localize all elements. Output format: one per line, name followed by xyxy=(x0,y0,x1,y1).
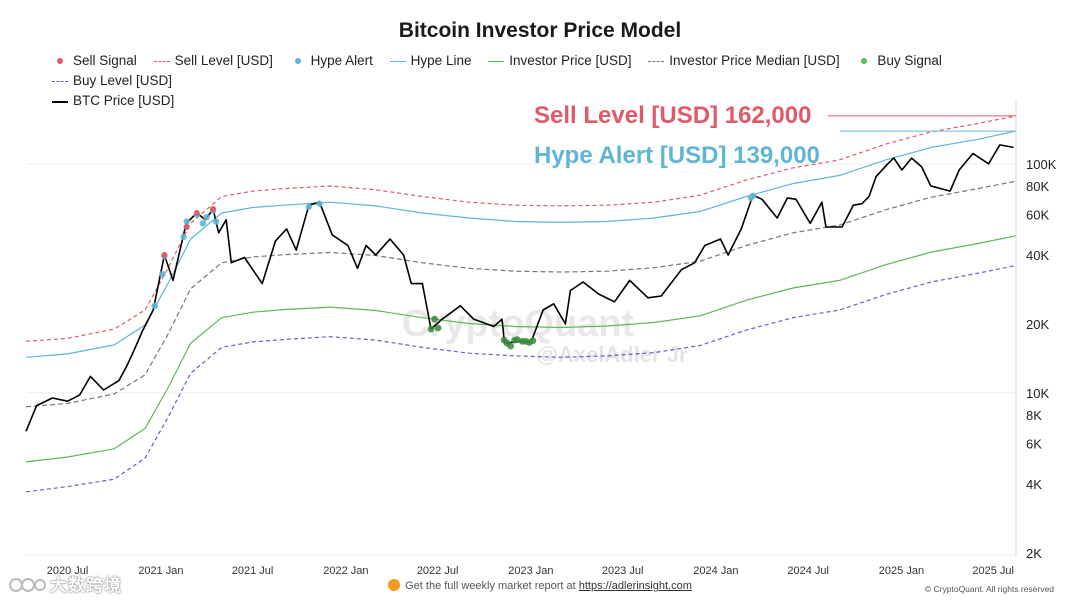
legend: Sell Signal Sell Level [USD] Hype Alert … xyxy=(52,52,1062,112)
annotation-label: Hype Alert [USD] 139,000 xyxy=(534,142,820,169)
chart-title: Bitcoin Investor Price Model xyxy=(398,19,682,42)
buy-signal-point xyxy=(431,315,438,323)
series-line-hype xyxy=(25,130,1017,358)
x-tick-label: 2023 Jan xyxy=(508,565,553,577)
brand-logo-icon xyxy=(9,578,46,592)
legend-item-sell-signal[interactable]: Sell Signal xyxy=(52,52,137,70)
buy-signal-point xyxy=(507,342,515,350)
hype-alert-point xyxy=(305,203,313,210)
legend-btc-price-marker xyxy=(52,95,68,107)
sell-signal-point xyxy=(183,224,190,231)
buy-signal-point xyxy=(427,325,435,333)
hype-alert-point xyxy=(151,302,158,310)
series-line-median xyxy=(25,180,1017,408)
y-tick-label: 80K xyxy=(1026,179,1049,194)
buy-signal-point xyxy=(529,337,537,345)
series-line-buy xyxy=(25,264,1017,493)
legend-sell-signal-label: Sell Signal xyxy=(73,53,137,68)
annotation-layer: Sell Level [USD] 162,000 Hype Alert [USD]… xyxy=(534,102,1016,169)
legend-hype-line-label: Hype Line xyxy=(410,53,472,68)
y-tick-label: 8K xyxy=(1026,408,1042,423)
hype-alert-point xyxy=(316,200,323,207)
legend-item-buy-signal[interactable]: Buy Signal xyxy=(856,52,942,70)
legend-buy-signal-label: Buy Signal xyxy=(877,53,942,68)
markers-layer xyxy=(151,192,757,350)
x-tick-label: 2024 Jan xyxy=(693,565,738,577)
y-tick-label: 6K xyxy=(1026,437,1042,452)
legend-hype-alert-label: Hype Alert xyxy=(310,53,373,68)
legend-buy-level-label: Buy Level [USD] xyxy=(73,73,173,88)
y-tick-label: 4K xyxy=(1026,477,1042,492)
hype-alert-point xyxy=(203,213,210,221)
legend-btc-price-label: BTC Price [USD] xyxy=(73,93,175,108)
legend-item-btc-price[interactable]: BTC Price [USD] xyxy=(52,92,174,110)
series-line-sell xyxy=(25,115,1017,342)
legend-hype-line-marker xyxy=(389,55,406,67)
footer-link[interactable]: https://adlerinsight.com xyxy=(578,580,692,592)
y-tick-label: 40K xyxy=(1026,248,1049,263)
sell-signal-point xyxy=(193,210,200,217)
legend-sell-level-marker xyxy=(153,55,170,67)
brand-text: 大数跨境 xyxy=(50,576,122,595)
sell-signal-point xyxy=(210,206,217,213)
x-tick-label: 2022 Jul xyxy=(417,565,459,577)
x-tick-label: 2025 Jul xyxy=(972,565,1014,577)
buy-signal-point xyxy=(434,324,442,332)
legend-item-buy-level[interactable]: Buy Level [USD] xyxy=(52,72,172,90)
brand-watermark: 大数跨境 xyxy=(8,571,122,596)
legend-sell-signal-marker xyxy=(52,55,68,67)
annotation-label: Sell Level [USD] 162,000 xyxy=(534,102,811,129)
y-tick-label: 2K xyxy=(1026,546,1042,561)
legend-investor-median-label: Investor Price Median [USD] xyxy=(669,53,840,68)
legend-item-hype-line[interactable]: Hype Line xyxy=(389,52,472,70)
y-tick-label: 60K xyxy=(1026,208,1049,223)
x-tick-label: 2021 Jan xyxy=(138,565,183,577)
hype-alert-point xyxy=(212,218,220,225)
y-tick-label: 10K xyxy=(1026,386,1049,401)
y-tick-label: 100K xyxy=(1026,157,1057,172)
legend-item-investor-price[interactable]: Investor Price [USD] xyxy=(488,52,632,70)
legend-investor-price-marker xyxy=(488,55,505,67)
watermark-text: @AxelAdler Jr xyxy=(536,342,688,367)
legend-buy-signal-marker xyxy=(856,55,872,67)
legend-investor-median-marker xyxy=(648,55,665,67)
series-line-btc xyxy=(25,144,1014,432)
x-tick-label: 2024 Jul xyxy=(787,565,829,577)
sell-signal-point xyxy=(161,251,168,258)
legend-item-investor-median[interactable]: Investor Price Median [USD] xyxy=(648,52,840,70)
legend-hype-alert-marker xyxy=(290,55,306,67)
legend-item-hype-alert[interactable]: Hype Alert xyxy=(290,52,373,70)
x-tick-label: 2023 Jul xyxy=(602,565,644,577)
x-tick-label: 2022 Jan xyxy=(323,565,368,577)
series-line-investor xyxy=(25,235,1017,463)
x-tick-label: 2020 Jul xyxy=(47,565,89,577)
footer-text: Get the full weekly market report at xyxy=(405,580,576,592)
axes-layer: 2K 4K 6K 8K 10K 20K 40K 60K 80K 100K 2020 Jul 2021 … xyxy=(26,100,1057,577)
legend-sell-level-label: Sell Level [USD] xyxy=(174,53,273,68)
legend-item-sell-level[interactable]: Sell Level [USD] xyxy=(153,52,273,70)
y-tick-label: 20K xyxy=(1026,317,1049,332)
grid-layer xyxy=(26,163,1016,394)
hype-alert-point xyxy=(749,192,757,200)
x-tick-label: 2025 Jan xyxy=(879,565,924,577)
legend-buy-level-marker xyxy=(52,75,68,87)
footer: Get the full weekly market report at htt… xyxy=(0,579,1080,592)
coin-icon xyxy=(388,579,401,591)
hype-alert-point xyxy=(199,220,207,227)
hype-alert-point xyxy=(183,218,190,225)
legend-investor-price-label: Investor Price [USD] xyxy=(509,53,632,68)
hype-alert-point xyxy=(159,270,166,278)
hype-alert-point xyxy=(180,233,187,241)
x-tick-label: 2021 Jul xyxy=(232,565,274,577)
copyright-text: © CryptoQuant. All rights reserved xyxy=(924,584,1054,594)
